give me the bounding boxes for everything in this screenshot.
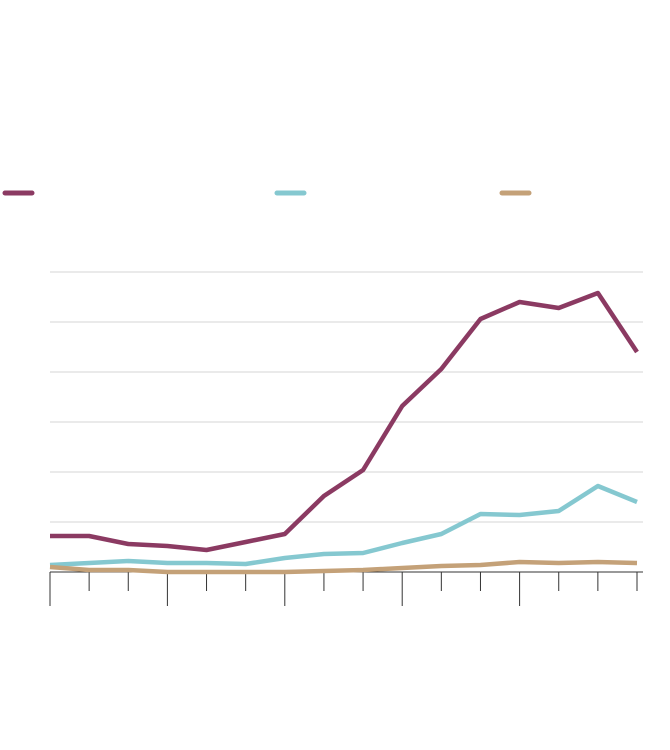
- series-line: [49, 483, 638, 568]
- series-line: [50, 290, 639, 553]
- series-line: [49, 559, 638, 575]
